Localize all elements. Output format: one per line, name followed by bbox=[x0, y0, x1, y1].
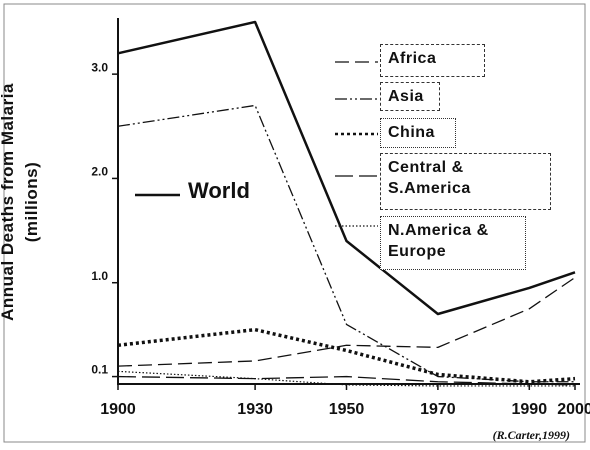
series-line bbox=[117, 104, 575, 383]
series-line bbox=[117, 327, 576, 384]
legend-label: N.America & Europe bbox=[380, 216, 526, 270]
x-tick-label: 1970 bbox=[420, 401, 456, 418]
legend-label: China bbox=[380, 118, 456, 148]
source: (R.Carter,1999) bbox=[492, 428, 570, 442]
frame bbox=[3, 3, 586, 443]
legend-label: World bbox=[188, 178, 250, 203]
series-line bbox=[117, 276, 576, 367]
y-tick-label: 3.0 bbox=[91, 60, 108, 74]
x-tick-label: 1950 bbox=[329, 401, 365, 418]
legend-label: Africa bbox=[380, 44, 485, 77]
x-tick-label: 1930 bbox=[237, 401, 273, 418]
y-tick-label: 0.1 bbox=[91, 363, 108, 377]
series-line bbox=[117, 20, 576, 316]
x-tick-label: 1900 bbox=[100, 401, 136, 418]
x-tick-label: 1990 bbox=[512, 401, 548, 418]
x-tick-label: 2000 bbox=[557, 401, 590, 418]
legend-label: Central & S.America bbox=[380, 153, 551, 210]
series-line bbox=[117, 375, 576, 386]
y-tick-label: 1.0 bbox=[91, 269, 108, 283]
y-axis-label: Annual Deaths from Malaria (millions) bbox=[0, 83, 41, 321]
legend-label: Asia bbox=[380, 82, 440, 111]
y-tick-label: 2.0 bbox=[91, 165, 108, 179]
